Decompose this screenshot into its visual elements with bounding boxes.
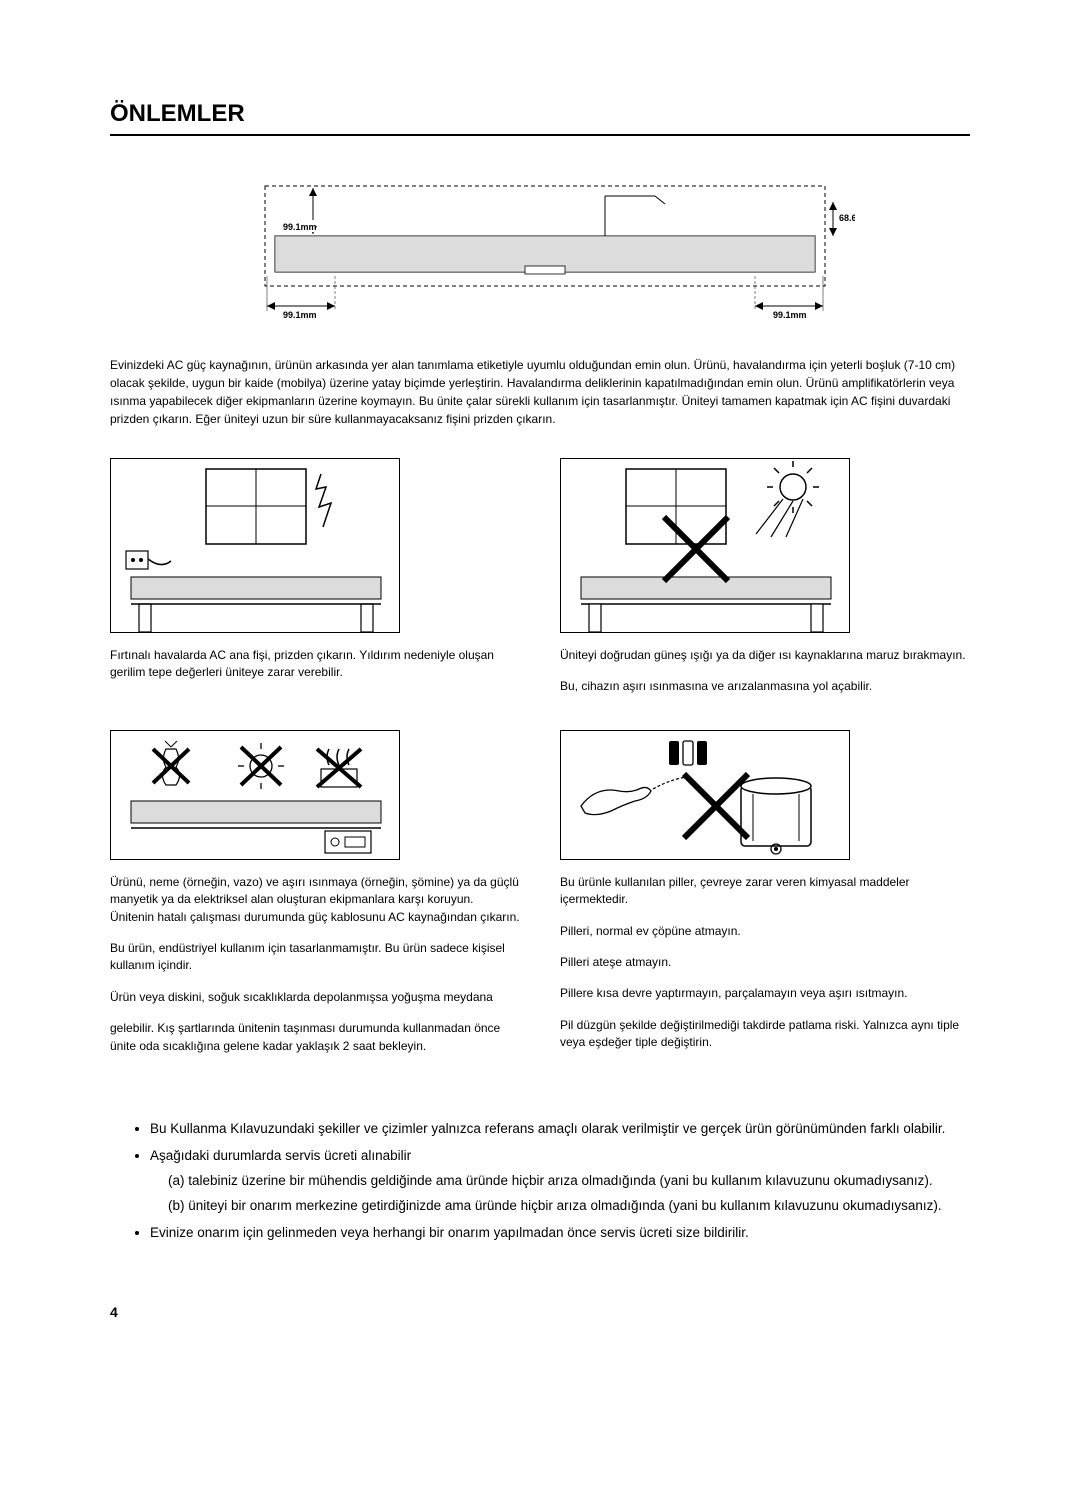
bottom-notes: Bu Kullanma Kılavuzundaki şekiller ve çi… <box>110 1119 970 1244</box>
figure-batteries <box>560 730 850 860</box>
dim-top-right: 68.6mm <box>839 213 855 223</box>
caption-battery-3: Pilleri ateşe atmayın. <box>560 954 970 971</box>
top-dimensions-diagram: 68.6mm 99.1mm 99.1mm 99.1mm <box>110 166 970 326</box>
note-2-text: Aşağıdaki durumlarda servis ücreti alına… <box>150 1148 411 1163</box>
intro-paragraph: Evinizdeki AC güç kaynağının, ürünün ark… <box>110 356 970 428</box>
note-2: Aşağıdaki durumlarda servis ücreti alına… <box>150 1146 950 1217</box>
note-1: Bu Kullanma Kılavuzundaki şekiller ve çi… <box>150 1119 950 1140</box>
caption-moisture-3: Ürün veya diskini, soğuk sıcaklıklarda d… <box>110 989 520 1006</box>
caption-moisture-2: Bu ürün, endüstriyel kullanım için tasar… <box>110 940 520 975</box>
caption-battery-5: Pil düzgün şekilde değiştirilmediği takd… <box>560 1017 970 1052</box>
svg-text:99.1mm: 99.1mm <box>773 310 807 320</box>
svg-text:99.1mm: 99.1mm <box>283 222 317 232</box>
note-2b: (b) üniteyi bir onarım merkezine getirdi… <box>168 1196 950 1217</box>
caption-battery-1: Bu ürünle kullanılan piller, çevreye zar… <box>560 874 970 909</box>
figure-storm <box>110 458 400 633</box>
caption-battery-4: Pillere kısa devre yaptırmayın, parçalam… <box>560 985 970 1002</box>
figure-moisture-heat <box>110 730 400 860</box>
page-title: ÖNLEMLER <box>110 100 970 136</box>
note-2a: (a) talebiniz üzerine bir mühendis geldi… <box>168 1171 950 1192</box>
svg-text:99.1mm: 99.1mm <box>283 310 317 320</box>
caption-moisture-4: gelebilir. Kış şartlarında ünitenin taşı… <box>110 1020 520 1055</box>
page-number: 4 <box>110 1304 970 1320</box>
caption-sunlight-1: Üniteyi doğrudan güneş ışığı ya da diğer… <box>560 647 970 664</box>
caption-moisture-1: Ürünü, neme (örneğin, vazo) ve aşırı ısı… <box>110 874 520 926</box>
caption-sunlight-2: Bu, cihazın aşırı ısınmasına ve arızalan… <box>560 678 970 695</box>
note-3: Evinize onarım için gelinmeden veya herh… <box>150 1223 950 1244</box>
caption-storm: Fırtınalı havalarda AC ana fişi, prizden… <box>110 647 520 682</box>
caption-battery-2: Pilleri, normal ev çöpüne atmayın. <box>560 923 970 940</box>
figure-sunlight <box>560 458 850 633</box>
